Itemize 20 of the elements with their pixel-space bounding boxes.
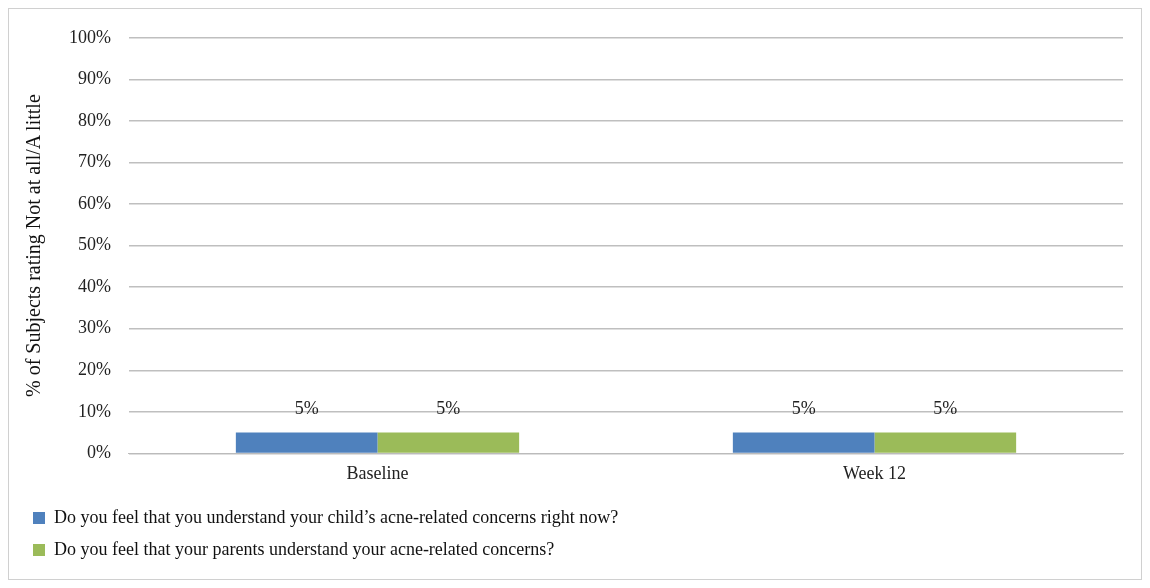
data-label: 5%	[791, 398, 816, 419]
y-tick-label: 10%	[77, 400, 111, 421]
x-tick-label: Baseline	[346, 462, 409, 483]
y-tick-label: 40%	[77, 275, 111, 296]
y-tick-label: 100%	[68, 26, 111, 47]
y-tick-label: 80%	[77, 109, 111, 130]
legend-label: Do you feel that your parents understand your acne-related concerns?	[54, 538, 555, 559]
y-tick-label: 70%	[77, 151, 111, 172]
y-tick-label: 20%	[77, 359, 111, 380]
x-tick-label: Week 12	[842, 462, 907, 483]
y-tick-label: 60%	[77, 192, 111, 213]
data-label: 5%	[294, 398, 319, 419]
y-tick-label: 30%	[77, 317, 111, 338]
data-label: 5%	[933, 398, 958, 419]
legend-label: Do you feel that you understand your child’s acne-related concerns right now?	[54, 506, 619, 527]
y-axis-title: % of Subjects rating Not at all/A little	[22, 94, 46, 397]
y-tick-label: 50%	[77, 234, 111, 255]
y-tick-label: 0%	[86, 442, 111, 463]
data-label: 5%	[436, 398, 461, 419]
y-tick-label: 90%	[77, 68, 111, 89]
